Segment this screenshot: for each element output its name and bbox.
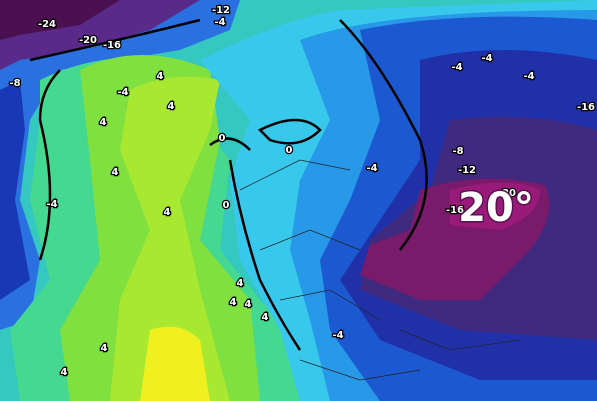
contour-label: -4	[523, 71, 534, 82]
contour-label: 4	[61, 367, 68, 378]
contour-label: -8	[452, 146, 463, 157]
contour-label: 4	[245, 299, 252, 310]
contour-label: -4	[366, 163, 377, 174]
contour-label: -20	[498, 188, 516, 199]
contour-label: 4	[262, 312, 269, 323]
contour-label: 4	[101, 343, 108, 354]
contour-label: 4	[157, 71, 164, 82]
contour-label: -20	[79, 35, 97, 46]
contour-label: -16	[446, 205, 464, 216]
contour-label: 4	[112, 167, 119, 178]
contour-label: 0	[286, 145, 293, 156]
contour-label: 4	[164, 207, 171, 218]
contour-label: -4	[117, 87, 128, 98]
contour-label: -4	[332, 330, 343, 341]
contour-label: -4	[481, 53, 492, 64]
contour-label: -12	[458, 165, 476, 176]
headline-temperature: 20°	[458, 185, 534, 231]
contour-label: 4	[237, 278, 244, 289]
contour-label: -16	[103, 40, 121, 51]
contour-label: 4	[100, 117, 107, 128]
contour-label: 0	[219, 133, 226, 144]
contour-label: -8	[9, 78, 20, 89]
contour-label: -16	[577, 102, 595, 113]
contour-label: 0	[223, 200, 230, 211]
contour-label: -4	[46, 199, 57, 210]
contour-label: -4	[451, 62, 462, 73]
contour-label: 4	[230, 297, 237, 308]
contour-label: 4	[168, 101, 175, 112]
contour-label: -24	[38, 19, 56, 30]
contour-label: -4	[214, 17, 225, 28]
contour-labels: -24 -20 -16 -12 -4 -8 4 -4 4 4 0 0 4 -4 …	[8, 4, 596, 380]
contour-label: -12	[212, 5, 230, 16]
